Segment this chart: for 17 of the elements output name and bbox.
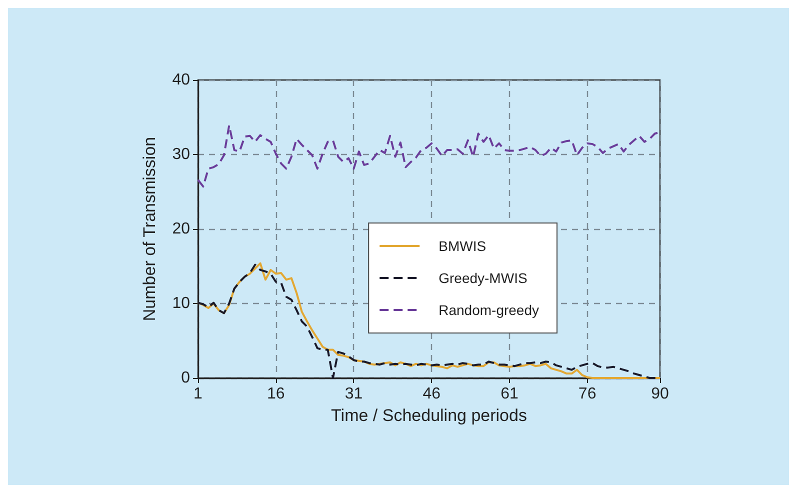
- x-axis-title: Time / Scheduling periods: [331, 406, 527, 425]
- y-tick-label: 20: [172, 220, 190, 238]
- y-tick-label: 30: [172, 146, 190, 163]
- y-axis-title: Number of Transmission: [140, 136, 159, 322]
- legend-label: BMWIS: [438, 238, 486, 254]
- x-tick-label: 46: [422, 386, 441, 402]
- x-tick-label: 90: [651, 386, 669, 402]
- x-tick-label: 1: [194, 386, 203, 402]
- legend-label: Greedy-MWIS: [438, 270, 528, 286]
- legend-label: Random-greedy: [438, 302, 540, 318]
- x-tick-label: 76: [578, 386, 596, 402]
- y-tick-label: 40: [172, 72, 190, 88]
- y-tick-label: 10: [172, 295, 190, 312]
- y-tick-label: 0: [181, 370, 190, 386]
- x-tick-label: 61: [500, 386, 518, 402]
- x-tick-label: 16: [266, 386, 285, 402]
- x-tick-label: 31: [344, 386, 363, 402]
